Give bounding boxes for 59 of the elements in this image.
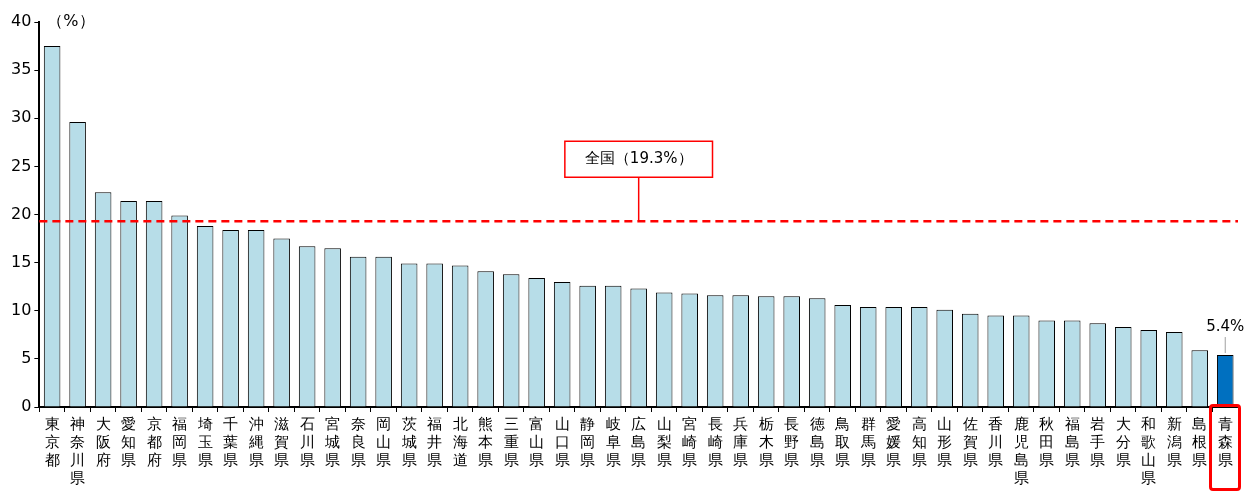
x-tick-label: 福岡県 <box>172 414 188 469</box>
x-tick-label: 徳島県 <box>809 414 825 469</box>
x-tick-label: 北海道 <box>452 414 468 469</box>
x-tick-label: 栃木県 <box>758 414 774 469</box>
x-tick-label: 神奈川県 <box>70 414 86 487</box>
x-tick-label: 山梨県 <box>656 414 672 469</box>
x-tick-label: 岩手県 <box>1090 414 1106 469</box>
y-tick-label: 5 <box>21 348 32 368</box>
x-tick-label: 長野県 <box>784 414 800 469</box>
y-tick-label: 40 <box>11 11 32 31</box>
y-tick-label: 30 <box>11 107 32 127</box>
x-tick-label: 岐阜県 <box>605 414 621 469</box>
x-tick-label: 大阪府 <box>95 414 111 469</box>
x-tick-label: 宮城県 <box>324 414 341 469</box>
x-tick-label: 三重県 <box>503 414 519 469</box>
x-tick-label: 高知県 <box>911 414 927 469</box>
x-tick-label: 茨城県 <box>400 414 417 469</box>
x-tick-label: 愛媛県 <box>886 414 902 469</box>
x-tick-label: 埼玉県 <box>196 414 213 469</box>
x-tick-label: 千葉県 <box>223 414 239 469</box>
x-tick-label: 兵庫県 <box>733 414 749 469</box>
x-tick-label: 富山県 <box>529 414 545 469</box>
x-tick-label: 大分県 <box>1115 414 1131 469</box>
x-tick-label: 和歌山県 <box>1141 414 1157 487</box>
x-tick-label: 沖縄県 <box>247 414 264 469</box>
x-tick-label: 京都府 <box>146 414 162 469</box>
x-tick-label: 新潟県 <box>1166 414 1182 469</box>
x-tick-label: 島根県 <box>1192 414 1208 469</box>
x-tick-label: 静岡県 <box>580 414 596 469</box>
x-tick-label: 鳥取県 <box>834 414 851 469</box>
x-tick-label: 山形県 <box>937 414 953 469</box>
x-tick-label: 秋田県 <box>1039 414 1055 469</box>
x-tick-label: 奈良県 <box>350 414 366 469</box>
data-label: 5.4% <box>1206 317 1245 336</box>
ref-line-label: 全国（19.3%） <box>584 149 693 168</box>
x-tick-label: 岡山県 <box>376 414 392 469</box>
x-tick-label: 長崎県 <box>707 414 723 469</box>
x-tick-label: 群馬県 <box>859 414 876 469</box>
x-tick-label: 福島県 <box>1064 414 1080 469</box>
y-tick-label: 20 <box>11 203 32 223</box>
x-tick-label: 愛知県 <box>121 414 137 469</box>
x-tick-label: 広島県 <box>631 414 647 469</box>
x-tick-label: 石川県 <box>299 414 315 469</box>
y-tick-label: 0 <box>21 396 32 416</box>
x-tick-label: 鹿児島県 <box>1013 414 1029 487</box>
x-tick-label: 宮崎県 <box>682 414 698 469</box>
x-tick-label: 福井県 <box>427 414 443 469</box>
y-tick-label: 10 <box>11 299 32 319</box>
x-tick-label: 滋賀県 <box>274 414 290 469</box>
x-tick-label: 熊本県 <box>478 414 494 469</box>
y-tick-label: 15 <box>11 251 32 271</box>
y-tick-label: 25 <box>11 155 32 175</box>
x-tick-label: 青森県 <box>1217 414 1233 469</box>
y-tick-label: 35 <box>11 59 32 79</box>
x-tick-label: 東京都 <box>44 414 60 469</box>
x-tick-label: 山口県 <box>554 414 570 469</box>
x-tick-label: 佐賀県 <box>962 414 978 469</box>
y-axis-title: （%） <box>47 11 95 31</box>
x-tick-label: 香川県 <box>988 414 1004 469</box>
